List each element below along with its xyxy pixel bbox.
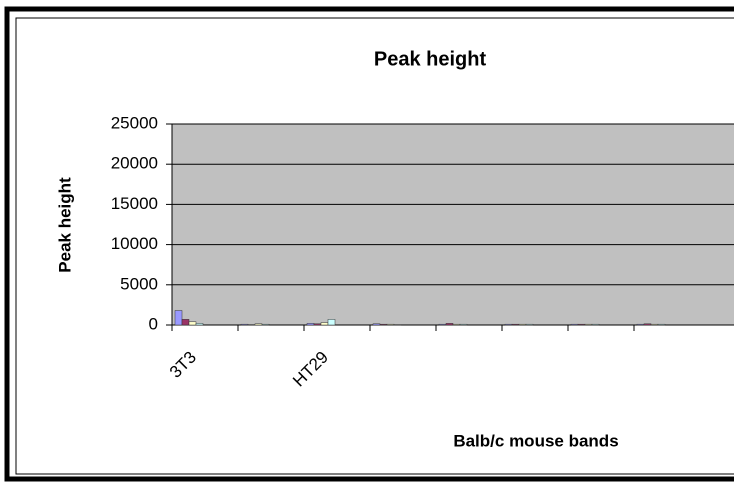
y-tick-label: 5000 (120, 274, 158, 293)
y-axis-label: Peak height (55, 177, 74, 273)
y-tick-label: 15000 (111, 194, 158, 213)
bar (636, 323, 645, 326)
x-axis-label: Balb/c mouse bands (453, 431, 618, 450)
bar (174, 310, 183, 326)
bar (459, 323, 468, 326)
bar (504, 323, 513, 326)
bar (445, 323, 454, 326)
bar (188, 321, 197, 326)
outer-frame (4, 6, 734, 482)
bar (306, 323, 315, 326)
bar (643, 323, 652, 326)
bar (650, 323, 659, 326)
bar (320, 322, 329, 326)
bar (438, 323, 447, 326)
bar (261, 323, 270, 326)
bar (195, 323, 204, 326)
bar (240, 323, 249, 326)
bar (525, 323, 534, 326)
bar (379, 323, 388, 326)
y-tick-label: 20000 (111, 154, 158, 173)
bar (313, 323, 322, 326)
bar (518, 323, 527, 326)
y-tick-label: 0 (149, 314, 158, 333)
bar (327, 319, 336, 326)
bar (591, 323, 600, 326)
bar (584, 323, 593, 326)
chart-frame (15, 17, 734, 475)
bar (181, 319, 190, 326)
chart-title: Peak height (374, 48, 487, 70)
bar (386, 323, 395, 326)
bar (577, 323, 586, 326)
y-tick-label: 25000 (111, 113, 158, 132)
plot-area (172, 124, 734, 325)
bar (254, 323, 263, 326)
bar (511, 323, 520, 326)
bar (657, 323, 666, 326)
bar (570, 323, 579, 326)
bar (452, 323, 461, 326)
y-tick-label: 10000 (111, 234, 158, 253)
bar (372, 323, 381, 326)
